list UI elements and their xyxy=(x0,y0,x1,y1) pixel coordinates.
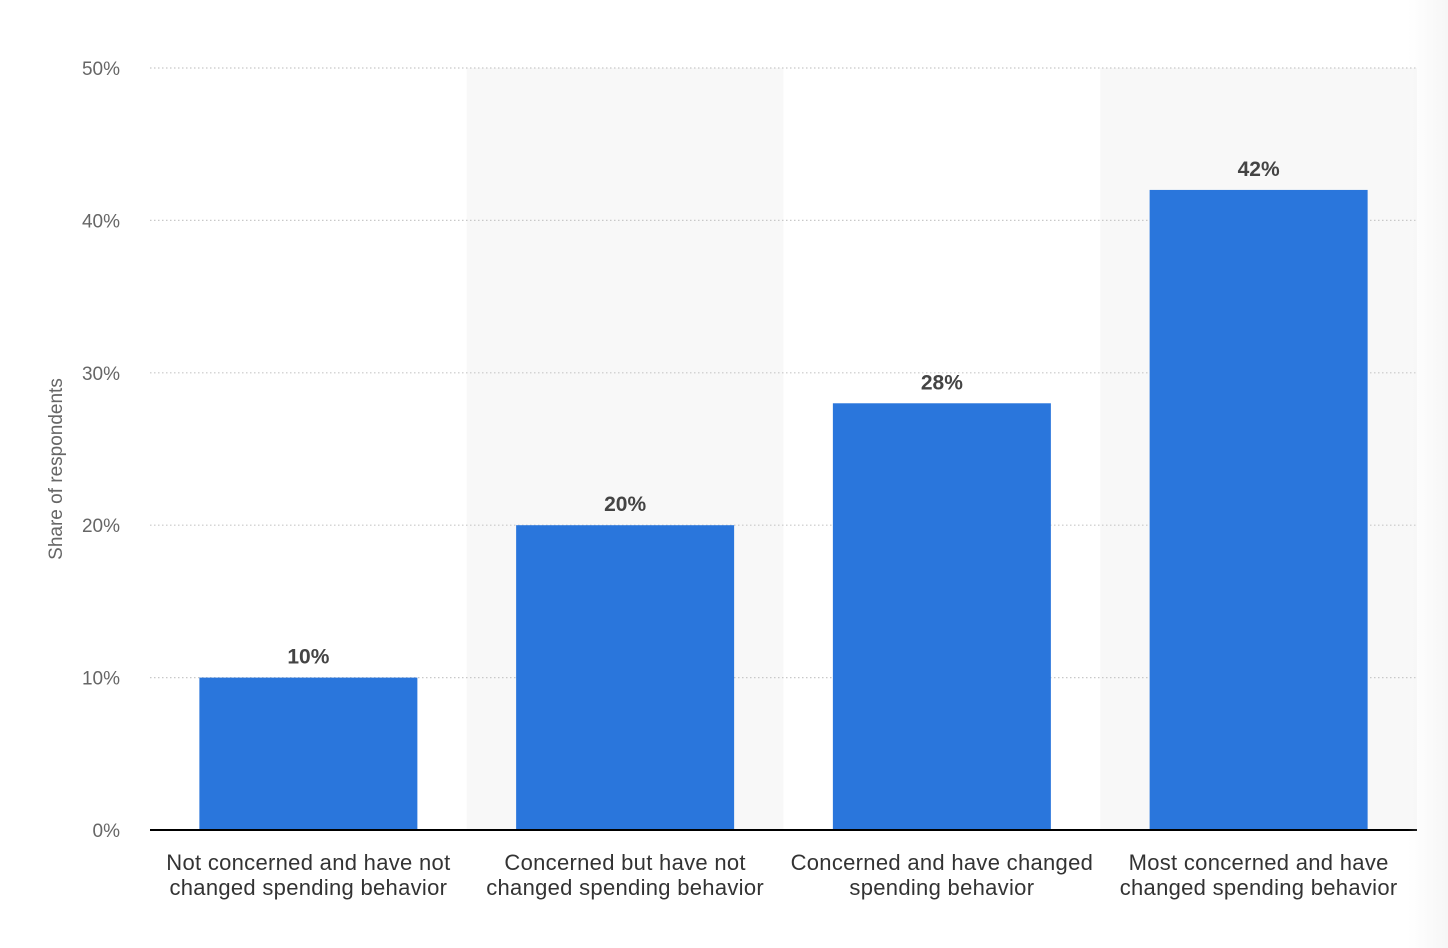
category-label-3-line-0: Most concerned and have xyxy=(1129,850,1389,875)
y-tick-label: 10% xyxy=(82,669,120,690)
category-label-3-line-1: changed spending behavior xyxy=(1120,875,1398,900)
y-axis-ticks: 0% 10% 20% 30% 40% 50% xyxy=(82,59,120,842)
bar-2 xyxy=(832,403,1051,830)
category-label-2-line-1: spending behavior xyxy=(849,875,1034,900)
data-labels: 10% 20% 28% 42% xyxy=(287,158,1280,669)
y-tick-label: 0% xyxy=(93,821,121,842)
bar-0 xyxy=(199,677,418,830)
bar-1 xyxy=(516,525,735,830)
data-label-2: 28% xyxy=(921,371,963,394)
y-axis-title: Share of respondents xyxy=(46,378,67,560)
data-label-0: 10% xyxy=(287,646,329,669)
data-label-3: 42% xyxy=(1238,158,1280,181)
data-label-1: 20% xyxy=(604,493,646,516)
category-label-2-line-0: Concerned and have changed xyxy=(791,850,1094,875)
category-label-1-line-1: changed spending behavior xyxy=(486,875,764,900)
y-tick-label: 50% xyxy=(82,59,120,80)
y-tick-label: 40% xyxy=(82,211,120,232)
y-tick-label: 20% xyxy=(82,516,120,537)
bar-3 xyxy=(1149,189,1368,831)
gridlines xyxy=(150,67,1417,679)
y-tick-label: 30% xyxy=(82,364,120,385)
category-label-0-line-0: Not concerned and have not xyxy=(166,850,450,875)
category-label-0-line-1: changed spending behavior xyxy=(169,875,447,900)
bars xyxy=(199,189,1368,831)
category-label-1-line-0: Concerned but have not xyxy=(504,850,745,875)
